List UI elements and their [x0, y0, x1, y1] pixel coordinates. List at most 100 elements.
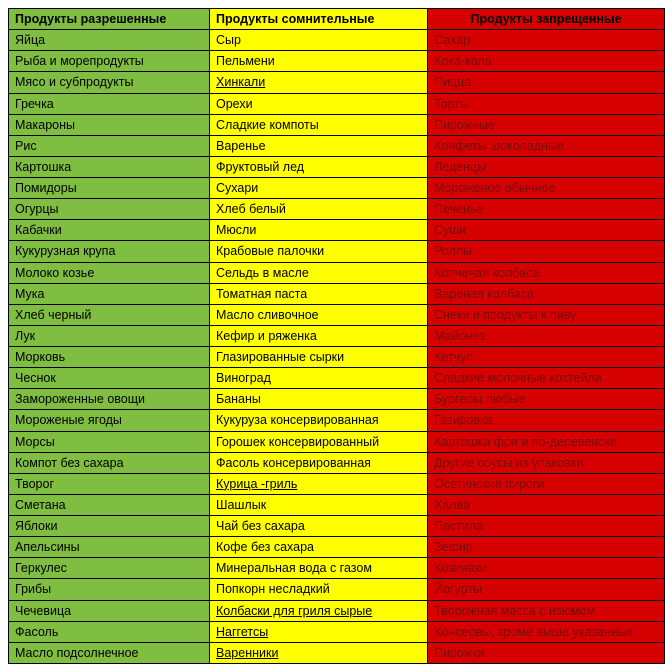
table-cell: Бананы — [210, 389, 428, 410]
cell-text: Крабовые палочки — [216, 244, 324, 258]
table-cell: Сельдь в масле — [210, 262, 428, 283]
table-row: МукаТоматная пастаВареная колбаса — [9, 283, 665, 304]
food-category-table-container: Продукты разрешенныеПродукты сомнительны… — [8, 8, 664, 664]
cell-text: Бургеры любые — [434, 392, 525, 406]
table-cell: Хлеб черный — [9, 304, 210, 325]
cell-text: Майонез — [434, 329, 485, 343]
table-row: ПомидорыСухариМороженое обычное — [9, 178, 665, 199]
cell-text: Гречка — [15, 97, 54, 111]
table-cell: Осетинские пироги — [428, 473, 665, 494]
cell-text: Наггетсы — [216, 625, 268, 639]
table-row: Масло подсолнечноеВаренникиПирожки — [9, 642, 665, 663]
table-cell: Козинаки — [428, 558, 665, 579]
col-header-2: Продукты запрещенные — [428, 9, 665, 30]
cell-text: Масло подсолнечное — [15, 646, 138, 660]
table-row: Сметана Шашлык Халва — [9, 494, 665, 515]
cell-text: Минеральная вода с газом — [216, 561, 372, 575]
table-cell: Йогурты — [428, 579, 665, 600]
table-row: Геркулес Минеральная вода с газом Козинаки — [9, 558, 665, 579]
table-row: Замороженные овощиБананыБургеры любые — [9, 389, 665, 410]
cell-text: Чеснок — [15, 371, 56, 385]
table-row: МорковьГлазированные сыркиКетчуп — [9, 347, 665, 368]
table-cell: Курица -гриль — [210, 473, 428, 494]
cell-text: Огурцы — [15, 202, 59, 216]
cell-text: Фасоль консервированная — [216, 456, 371, 470]
cell-text: Пирожки — [434, 646, 485, 660]
table-cell: Сметана — [9, 494, 210, 515]
table-cell: Пицца — [428, 72, 665, 93]
table-cell: Рыба и морепродукты — [9, 51, 210, 72]
table-cell: Грибы — [9, 579, 210, 600]
table-cell: Сладкие молочные коктейли — [428, 368, 665, 389]
cell-text: Фасоль — [15, 625, 58, 639]
table-cell: Кефир и ряженка — [210, 325, 428, 346]
table-cell: Морковь — [9, 347, 210, 368]
table-cell: Пирожки — [428, 642, 665, 663]
cell-text: Морсы — [15, 435, 55, 449]
table-cell: Кукурузная крупа — [9, 241, 210, 262]
cell-text: Картошка фри и по-деревенски — [434, 435, 617, 449]
table-cell: Другие соусы из упаковки — [428, 452, 665, 473]
table-cell: Творог — [9, 473, 210, 494]
table-cell: Роллы — [428, 241, 665, 262]
cell-text: Курица -гриль — [216, 477, 297, 491]
cell-text: Яблоки — [15, 519, 57, 533]
table-cell: Морсы — [9, 431, 210, 452]
table-cell: Фасоль консервированная — [210, 452, 428, 473]
table-cell: Чеснок — [9, 368, 210, 389]
table-row: ГречкаОрехиТорты — [9, 93, 665, 114]
table-cell: Бургеры любые — [428, 389, 665, 410]
table-cell: Рис — [9, 135, 210, 156]
cell-text: Масло сливочное — [216, 308, 319, 322]
cell-text: Мороженые ягоды — [15, 413, 122, 427]
cell-text: Чай без сахара — [216, 519, 305, 533]
cell-text: Кетчуп — [434, 350, 473, 364]
table-cell: Картошка — [9, 156, 210, 177]
table-cell: Геркулес — [9, 558, 210, 579]
cell-text: Шашлык — [216, 498, 266, 512]
cell-text: Зефир — [434, 540, 473, 554]
cell-text: Кефир и ряженка — [216, 329, 317, 343]
cell-text: Пастила — [434, 519, 483, 533]
cell-text: Морковь — [15, 350, 65, 364]
table-cell: Виноград — [210, 368, 428, 389]
table-cell: Мясо и субпродукты — [9, 72, 210, 93]
table-cell: Сыр — [210, 30, 428, 51]
table-cell: Хинкали — [210, 72, 428, 93]
cell-text: Картошка — [15, 160, 71, 174]
table-cell: Газировка — [428, 410, 665, 431]
cell-text: Снеки и продукты к пиву — [434, 308, 576, 322]
table-cell: Яблоки — [9, 516, 210, 537]
table-cell: Консервы, кроме выше указанных — [428, 621, 665, 642]
cell-text: Хлеб черный — [15, 308, 91, 322]
table-cell: Мука — [9, 283, 210, 304]
table-cell: Снеки и продукты к пиву — [428, 304, 665, 325]
cell-text: Мясо и субпродукты — [15, 75, 134, 89]
table-cell: Огурцы — [9, 199, 210, 220]
table-cell: Творожная масса с изюмом — [428, 600, 665, 621]
table-cell: Сахар — [428, 30, 665, 51]
col-header-label: Продукты разрешенные — [15, 12, 166, 26]
cell-text: Газировка — [434, 413, 493, 427]
cell-text: Чечевица — [15, 604, 71, 618]
cell-text: Лук — [15, 329, 35, 343]
table-cell: Печенье — [428, 199, 665, 220]
table-cell: Торты — [428, 93, 665, 114]
cell-text: Роллы — [434, 244, 472, 258]
table-cell: Суши — [428, 220, 665, 241]
table-cell: Халва — [428, 494, 665, 515]
cell-text: Кукуруза консервированная — [216, 413, 379, 427]
table-cell: Мюсли — [210, 220, 428, 241]
cell-text: Молоко козье — [15, 266, 94, 280]
cell-text: Попкорн несладкий — [216, 582, 330, 596]
table-header-row: Продукты разрешенныеПродукты сомнительны… — [9, 9, 665, 30]
cell-text: Леденцы — [434, 160, 486, 174]
table-row: Лук Кефир и ряженка Майонез — [9, 325, 665, 346]
cell-text: Осетинские пироги — [434, 477, 544, 491]
table-cell: Копченая колбаса — [428, 262, 665, 283]
table-cell: Пельмени — [210, 51, 428, 72]
table-row: ОгурцыХлеб белыйПеченье — [9, 199, 665, 220]
table-row: Кукурузная крупа Крабовые палочки Роллы — [9, 241, 665, 262]
table-cell: Макароны — [9, 114, 210, 135]
table-cell: Яйца — [9, 30, 210, 51]
